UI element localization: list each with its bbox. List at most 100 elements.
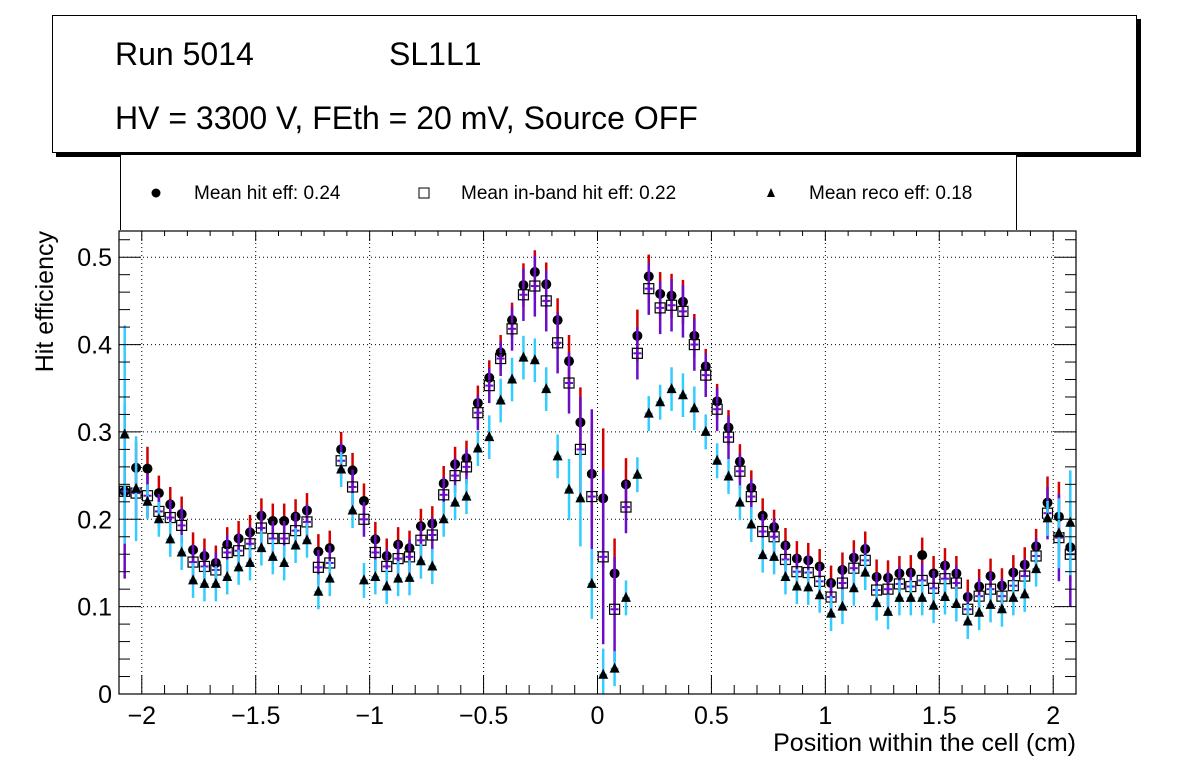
data-point-reco bbox=[780, 570, 791, 581]
data-point-reco bbox=[814, 589, 825, 600]
data-point-inband bbox=[335, 455, 347, 467]
data-point-reco bbox=[826, 607, 837, 618]
data-point-reco bbox=[188, 574, 199, 585]
data-point-hit bbox=[564, 356, 575, 367]
data-point-inband bbox=[608, 603, 621, 615]
data-point-reco bbox=[427, 560, 438, 571]
data-point-reco bbox=[632, 468, 643, 479]
x-tick-label: −2 bbox=[128, 702, 157, 730]
data-point-reco bbox=[131, 482, 142, 493]
data-point-hit bbox=[199, 550, 210, 561]
data-point-hit bbox=[370, 534, 381, 545]
data-point-hit bbox=[871, 571, 882, 582]
data-point-hit bbox=[188, 544, 199, 555]
legend-marker-circle-icon bbox=[151, 188, 161, 198]
data-point-hit bbox=[848, 552, 859, 563]
data-point-inband bbox=[848, 562, 860, 574]
data-point-reco bbox=[917, 591, 928, 602]
data-point-hit bbox=[233, 533, 244, 544]
data-point-hit bbox=[1008, 567, 1019, 578]
data-point-hit bbox=[632, 330, 643, 341]
data-point-reco bbox=[1065, 516, 1076, 527]
data-point-hit bbox=[153, 488, 164, 499]
data-point-reco bbox=[803, 581, 814, 592]
data-point-inband bbox=[916, 574, 928, 587]
data-point-hit bbox=[598, 493, 609, 504]
data-point-hit bbox=[757, 510, 768, 521]
data-point-hit bbox=[324, 543, 335, 554]
data-point-reco bbox=[700, 425, 711, 436]
data-point-hit bbox=[643, 271, 654, 282]
data-point-inband bbox=[381, 560, 393, 573]
data-point-hit bbox=[894, 568, 905, 579]
data-point-reco bbox=[677, 389, 688, 400]
legend-marker-triangle-icon bbox=[767, 188, 775, 197]
data-point-reco bbox=[746, 518, 757, 529]
data-point-hit bbox=[837, 564, 848, 575]
data-point-reco bbox=[689, 402, 700, 413]
data-point-inband bbox=[927, 582, 940, 594]
data-point-inband bbox=[198, 560, 211, 573]
data-point-inband bbox=[324, 557, 336, 569]
data-point-inband bbox=[700, 369, 712, 381]
data-point-inband bbox=[734, 465, 746, 477]
data-point-hit bbox=[734, 456, 745, 467]
data-point-reco bbox=[290, 539, 301, 550]
x-tick-label: −1 bbox=[355, 702, 384, 730]
data-point-hit bbox=[620, 479, 631, 490]
y-tick-label: 0.3 bbox=[77, 419, 112, 447]
data-point-inband bbox=[950, 577, 962, 589]
data-point-hit bbox=[119, 486, 130, 497]
data-point-reco bbox=[609, 662, 620, 673]
data-point-inband bbox=[802, 566, 814, 579]
data-point-hit bbox=[131, 462, 142, 473]
data-point-inband bbox=[1019, 570, 1031, 582]
data-point-inband bbox=[164, 511, 176, 524]
data-point-inband bbox=[460, 461, 473, 473]
data-point-inband bbox=[346, 481, 359, 493]
data-point-hit bbox=[746, 482, 757, 493]
data-point-inband bbox=[540, 295, 552, 307]
data-point-inband bbox=[1053, 532, 1065, 544]
data-point-inband bbox=[597, 551, 609, 563]
data-point-reco bbox=[848, 582, 859, 593]
data-point-inband bbox=[791, 566, 803, 578]
data-point-inband bbox=[153, 505, 165, 518]
data-point-hit bbox=[780, 540, 791, 551]
data-point-reco bbox=[358, 574, 369, 585]
data-point-inband bbox=[278, 532, 290, 545]
layer-label: SL1L1 bbox=[389, 36, 482, 72]
data-point-reco bbox=[837, 600, 848, 611]
data-point-inband bbox=[449, 470, 461, 482]
data-point-reco bbox=[655, 396, 666, 407]
data-point-reco bbox=[153, 513, 164, 524]
data-point-hit bbox=[996, 580, 1007, 591]
data-point-reco bbox=[1019, 588, 1030, 599]
data-point-reco bbox=[598, 668, 609, 679]
series-0 bbox=[119, 250, 1076, 615]
data-point-inband bbox=[1064, 548, 1076, 560]
data-point-inband bbox=[665, 299, 678, 311]
data-point-hit bbox=[438, 478, 449, 489]
data-point-hit bbox=[507, 315, 518, 326]
data-point-hit bbox=[336, 444, 347, 455]
data-point-reco bbox=[575, 492, 586, 503]
data-point-inband bbox=[757, 525, 769, 538]
data-point-reco bbox=[529, 354, 540, 365]
data-point-inband bbox=[814, 575, 826, 587]
data-point-reco bbox=[643, 407, 654, 418]
data-point-inband bbox=[130, 487, 142, 499]
data-point-inband bbox=[221, 546, 233, 559]
data-point-inband bbox=[722, 431, 735, 443]
data-point-reco bbox=[438, 513, 449, 524]
data-point-inband bbox=[1041, 507, 1054, 519]
series-1 bbox=[119, 255, 1076, 662]
data-point-reco bbox=[939, 591, 950, 602]
data-point-inband bbox=[745, 490, 757, 503]
y-axis-label: Hit efficiency bbox=[31, 231, 59, 373]
x-tick-label: 2 bbox=[1046, 702, 1060, 730]
data-point-reco bbox=[666, 383, 677, 394]
data-point-inband bbox=[289, 525, 302, 537]
data-point-inband bbox=[312, 561, 324, 573]
data-point-hit bbox=[860, 543, 871, 554]
